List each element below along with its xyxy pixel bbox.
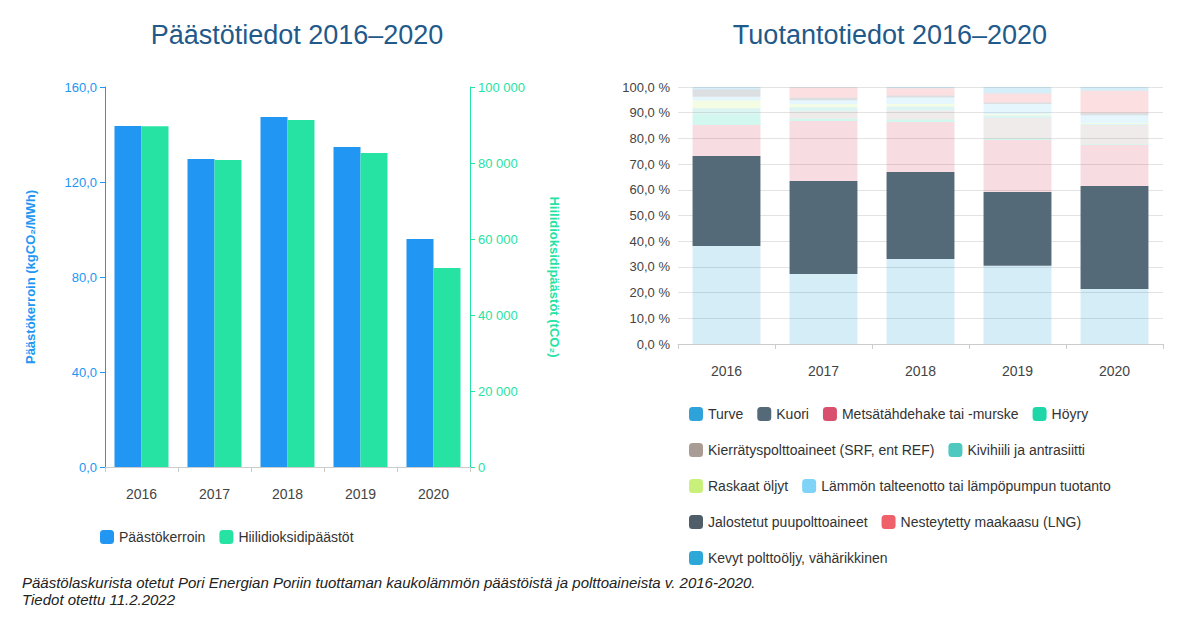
svg-text:Kivihiili ja antrasiitti: Kivihiili ja antrasiitti	[967, 442, 1084, 458]
svg-text:60 000: 60 000	[478, 232, 518, 247]
svg-text:70,0 %: 70,0 %	[630, 157, 671, 172]
svg-text:2020: 2020	[1099, 363, 1130, 379]
svg-text:80,0 %: 80,0 %	[630, 131, 671, 146]
svg-text:2017: 2017	[199, 486, 230, 502]
svg-text:Kuori: Kuori	[776, 406, 809, 422]
svg-text:40,0 %: 40,0 %	[630, 234, 671, 249]
svg-text:Lämmön talteenotto tai lämpöpu: Lämmön talteenotto tai lämpöpumpun tuota…	[821, 478, 1111, 494]
svg-text:Päästökerroin (kgCO₂/MWh): Päästökerroin (kgCO₂/MWh)	[23, 190, 38, 364]
svg-text:2019: 2019	[345, 486, 376, 502]
svg-text:2017: 2017	[808, 363, 839, 379]
svg-text:0,0 %: 0,0 %	[637, 337, 671, 352]
svg-text:Hiilidioksidipäästöt: Hiilidioksidipäästöt	[238, 529, 353, 545]
svg-text:2018: 2018	[272, 486, 303, 502]
svg-text:40,0: 40,0	[72, 365, 97, 380]
svg-text:80,0: 80,0	[72, 270, 97, 285]
svg-text:2018: 2018	[905, 363, 936, 379]
svg-text:2016: 2016	[711, 363, 742, 379]
svg-text:0,0: 0,0	[79, 460, 97, 475]
svg-text:Tuotantotiedot 2016–2020: Tuotantotiedot 2016–2020	[733, 20, 1047, 50]
svg-text:100 000: 100 000	[478, 80, 525, 95]
svg-text:50,0 %: 50,0 %	[630, 208, 671, 223]
svg-text:30,0 %: 30,0 %	[630, 259, 671, 274]
svg-text:Kierrätyspolttoaineet (SRF, en: Kierrätyspolttoaineet (SRF, ent REF)	[708, 442, 934, 458]
svg-text:100,0 %: 100,0 %	[622, 80, 670, 95]
svg-text:2016: 2016	[126, 486, 157, 502]
svg-text:Höyry: Höyry	[1052, 406, 1089, 422]
svg-text:2019: 2019	[1002, 363, 1033, 379]
svg-text:Kevyt polttoöljy, vähärikkinen: Kevyt polttoöljy, vähärikkinen	[708, 550, 888, 566]
svg-text:20 000: 20 000	[478, 384, 518, 399]
svg-text:Turve: Turve	[708, 406, 743, 422]
svg-text:40 000: 40 000	[478, 308, 518, 323]
html-text:Päästölaskurista otetut Pori E: Päästölaskurista otetut Pori Energian Po…	[22, 574, 756, 591]
html-text:Tiedot otettu 11.2.2022: Tiedot otettu 11.2.2022	[22, 591, 175, 608]
svg-text:Päästökerroin: Päästökerroin	[119, 529, 205, 545]
svg-text:90,0 %: 90,0 %	[630, 105, 671, 120]
svg-text:10,0 %: 10,0 %	[630, 311, 671, 326]
svg-text:Hiilidioksidipäästöt (tCO₂): Hiilidioksidipäästöt (tCO₂)	[547, 196, 562, 357]
svg-text:0: 0	[478, 460, 485, 475]
svg-text:Raskaat öljyt: Raskaat öljyt	[708, 478, 788, 494]
svg-text:Päästötiedot 2016–2020: Päästötiedot 2016–2020	[151, 20, 444, 50]
svg-text:60,0 %: 60,0 %	[630, 182, 671, 197]
svg-text:80 000: 80 000	[478, 156, 518, 171]
svg-text:20,0 %: 20,0 %	[630, 285, 671, 300]
svg-text:Nesteytetty maakaasu (LNG): Nesteytetty maakaasu (LNG)	[901, 514, 1082, 530]
svg-text:Jalostetut puupolttoaineet: Jalostetut puupolttoaineet	[708, 514, 868, 530]
svg-text:160,0: 160,0	[64, 80, 97, 95]
svg-text:2020: 2020	[418, 486, 449, 502]
svg-text:120,0: 120,0	[64, 175, 97, 190]
svg-text:Metsätähdehake tai -murske: Metsätähdehake tai -murske	[842, 406, 1019, 422]
